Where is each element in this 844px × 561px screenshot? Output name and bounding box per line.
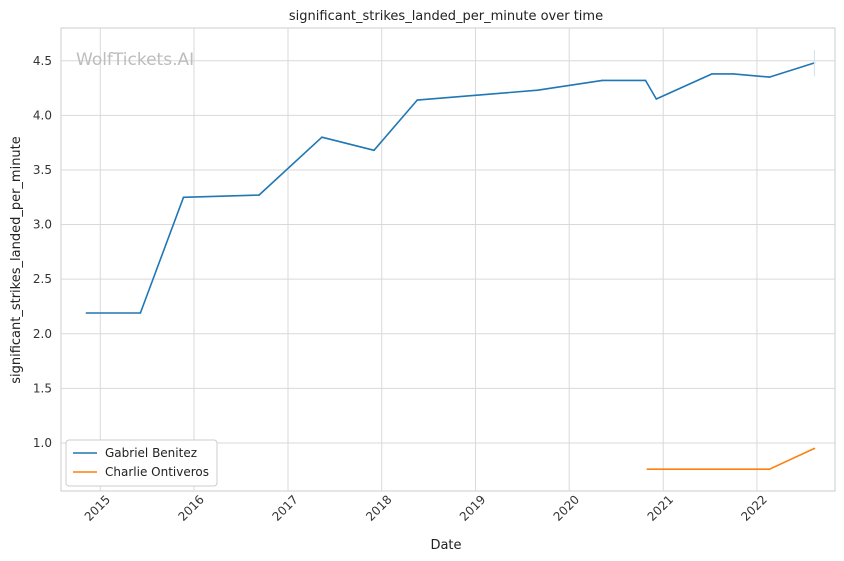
y-axis-title: significant_strikes_landed_per_minute: [9, 136, 24, 384]
y-tick-label: 4.0: [33, 108, 52, 122]
data-point-gabriel-benitez: [258, 194, 260, 196]
data-point-gabriel-benitez: [711, 73, 713, 75]
x-tick-label: 2021: [645, 492, 676, 523]
y-tick-label: 1.5: [33, 381, 52, 395]
plot-area: [60, 27, 836, 492]
x-tick-label: 2020: [551, 492, 582, 523]
y-tick-label: 1.0: [33, 436, 52, 450]
data-point-charlie-ontiveros: [646, 468, 649, 470]
y-tick-label: 2.0: [33, 327, 52, 341]
y-tick-label: 3.0: [33, 218, 52, 232]
x-axis-ticks: 2015 2016 2017 2018 2019 2020 2021 2022: [82, 492, 770, 523]
data-point-gabriel-benitez: [644, 79, 647, 82]
data-point-gabriel-benitez: [85, 312, 88, 314]
data-point-gabriel-benitez: [182, 196, 185, 199]
chart-title: significant_strikes_landed_per_minute ov…: [289, 9, 603, 24]
data-point-gabriel-benitez: [601, 79, 604, 82]
legend: Gabriel Benitez Charlie Ontiveros: [65, 439, 218, 487]
x-tick-label: 2016: [175, 492, 206, 523]
data-point-gabriel-benitez: [536, 89, 539, 92]
data-point-gabriel-benitez: [373, 149, 375, 152]
data-point-gabriel-benitez: [321, 136, 323, 138]
x-tick-label: 2022: [738, 492, 769, 523]
data-point-gabriel-benitez: [416, 99, 418, 101]
y-tick-label: 3.5: [33, 163, 52, 177]
x-tick-label: 2018: [363, 492, 394, 523]
x-tick-label: 2017: [269, 492, 300, 523]
data-point-charlie-ontiveros: [768, 468, 771, 470]
legend-label-charlie-ontiveros: Charlie Ontiveros: [105, 465, 209, 479]
x-tick-label: 2019: [457, 492, 488, 523]
data-point-gabriel-benitez: [655, 98, 658, 100]
data-point-charlie-ontiveros: [813, 447, 816, 450]
watermark: WolfTickets.AI: [76, 50, 194, 70]
data-point-gabriel-benitez: [732, 73, 735, 75]
legend-box: [65, 439, 218, 487]
data-point-gabriel-benitez: [768, 76, 771, 78]
y-tick-label: 2.5: [33, 272, 52, 286]
series-lines: [85, 49, 816, 471]
x-tick-label: 2015: [82, 492, 113, 523]
y-tick-label: 4.5: [33, 54, 52, 68]
x-axis-title: Date: [430, 538, 461, 553]
y-axis-ticks: 1.0 1.5 2.0 2.5 3.0 3.5 4.0 4.5: [33, 54, 52, 450]
legend-label-gabriel-benitez: Gabriel Benitez: [105, 446, 197, 460]
data-point-gabriel-benitez: [139, 312, 142, 314]
